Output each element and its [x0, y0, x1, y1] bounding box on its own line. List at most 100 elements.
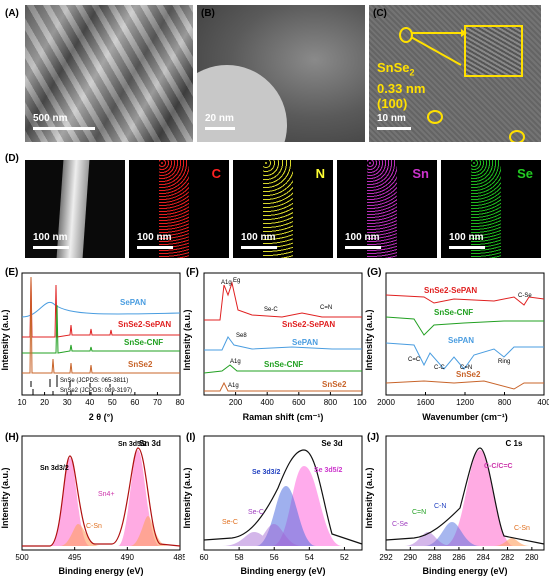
panel-label-c: (C)	[373, 8, 387, 19]
legend-sepan: SePAN	[120, 298, 146, 307]
reference-lines-snse	[30, 375, 111, 387]
x-tick-label: 490	[121, 553, 135, 562]
x-ticks: 10 20 30 40 50 60 70 80	[18, 392, 185, 407]
legend-snse-cnf: SnSe-CNF	[124, 338, 163, 347]
component-c-sn: C-Sn	[514, 525, 530, 532]
series-line-snse2	[385, 380, 544, 390]
scale-label: 100 nm	[137, 232, 172, 243]
fit-area-c-sn	[494, 538, 530, 546]
x-ticks: 60 58 56 54 52	[200, 547, 349, 562]
scale-bar	[345, 246, 381, 249]
reference-label-snse2: SnSe2 (JCPDS: 089-3197)	[60, 388, 132, 394]
x-tick-label: 400	[537, 398, 549, 407]
series-line-snse2	[22, 276, 180, 374]
legend-snse-cnf: SnSe-CNF	[434, 308, 473, 317]
x-axis-label: Binding energy (eV)	[58, 566, 143, 576]
scale-bar	[205, 127, 235, 130]
xps-sn3d-chart: Intensity (a.u.) 500 495 490 485 Binding en…	[0, 435, 185, 576]
x-tick-label: 495	[68, 553, 82, 562]
panel-label-e: (E)	[5, 267, 19, 278]
x-tick-label: 60	[130, 398, 139, 407]
x-tick-label: 2000	[377, 398, 395, 407]
scale-bar	[33, 127, 95, 130]
series-line-snse2-sepan	[204, 281, 362, 321]
legend-snse2-sepan: SnSe2-SePAN	[118, 320, 171, 329]
x-tick-label: 80	[176, 398, 185, 407]
y-axis-label: Intensity (a.u.)	[182, 467, 192, 528]
plot-frame	[203, 272, 363, 396]
series-line-sepan	[21, 302, 181, 318]
x-tick-label: 284	[477, 553, 491, 562]
scale-label: 100 nm	[241, 232, 276, 243]
x-ticks: 500 495 490 485	[15, 547, 185, 562]
fit-area-se-c	[222, 524, 302, 546]
peak-c-n: C=N	[460, 365, 472, 371]
peak-label-3d32: Sn 3d3/2	[40, 465, 69, 472]
x-tick-label: 280	[525, 553, 539, 562]
panel-label-g: (G)	[367, 267, 382, 278]
x-tick-label: 1000	[353, 398, 367, 407]
peak-c-se: C-Se	[518, 293, 532, 299]
element-label-se: Se	[517, 166, 533, 181]
peak-label-3d52: Sn 3d5/2	[118, 441, 147, 448]
x-tick-label: 1600	[417, 398, 435, 407]
eds-map-c: C 100 nm	[129, 160, 229, 258]
series-line-snse2-sepan	[385, 294, 545, 306]
component-se-3d52: Se 3d5/2	[314, 467, 343, 474]
peak-se8: Se8	[236, 333, 247, 339]
peak-a1g-2: A1g	[230, 359, 241, 365]
scale-bar	[33, 246, 69, 249]
series-line-snse-cnf	[22, 304, 180, 354]
x-tick-label: 54	[305, 553, 314, 562]
x-tick-label: 10	[18, 398, 27, 407]
component-c-se: C-Se	[392, 521, 408, 528]
component-sn4: Sn4+	[98, 491, 115, 498]
eds-map-se: Se 100 nm	[441, 160, 541, 258]
x-axis-label: Wavenumber (cm⁻¹)	[422, 412, 507, 422]
x-tick-label: 400	[261, 398, 275, 407]
component-se-c-2: Se-C	[248, 509, 264, 516]
phase-annotation: SnSe2 0.33 nm (100)	[377, 60, 425, 111]
x-tick-label: 800	[324, 398, 338, 407]
phase-subscript: 2	[409, 67, 415, 78]
series-line-sepan	[385, 342, 544, 370]
scale-bar	[377, 127, 411, 130]
legend-sepan: SePAN	[292, 338, 318, 347]
x-ticks: 200 400 600 800 1000	[229, 392, 367, 407]
x-tick-label: 70	[153, 398, 162, 407]
x-tick-label: 485	[173, 553, 185, 562]
peak-se-c: Se-C	[264, 307, 278, 313]
x-tick-label: 58	[235, 553, 244, 562]
x-tick-label: 500	[15, 553, 29, 562]
x-axis-label: Binding energy (eV)	[422, 566, 507, 576]
hrtem-image-c: SnSe2 0.33 nm (100) 10 nm	[369, 5, 541, 142]
x-ticks: 292 290 288 286 284 282 280	[379, 547, 539, 562]
x-tick-label: 20	[40, 398, 49, 407]
peak-c-c: C-C	[434, 365, 445, 371]
x-tick-label: 600	[292, 398, 306, 407]
element-label-c: C	[211, 166, 221, 181]
x-axis-label: Raman shift (cm⁻¹)	[243, 412, 324, 422]
x-tick-label: 288	[428, 553, 442, 562]
x-tick-label: 1200	[456, 398, 474, 407]
scale-label: 500 nm	[33, 113, 68, 124]
peak-a1g: A1g	[221, 280, 232, 286]
fit-area-c-sn	[60, 516, 168, 546]
panel-label-j: (J)	[367, 432, 380, 443]
peak-c-n: C=N	[320, 305, 332, 311]
ftir-chart: Intensity (a.u.) 2000 1600 1200 800 400 Wave…	[364, 272, 549, 422]
peak-eg: Eg	[233, 278, 240, 284]
chart-title: Sn 3d	[139, 439, 161, 448]
component-se-c-1: Se-C	[222, 519, 238, 526]
scale-bar	[449, 246, 485, 249]
inset-zoom	[464, 25, 523, 77]
raw-data-line	[203, 449, 363, 545]
fit-area-c-n	[424, 522, 480, 546]
scale-label: 100 nm	[449, 232, 484, 243]
scale-label: 20 nm	[205, 113, 234, 124]
phase-name: SnSe	[377, 60, 410, 75]
panel-label-d: (D)	[5, 153, 19, 164]
lattice-plane: (100)	[377, 95, 408, 111]
x-tick-label: 50	[108, 398, 117, 407]
x-axis-label: 2 θ (°)	[89, 412, 113, 422]
